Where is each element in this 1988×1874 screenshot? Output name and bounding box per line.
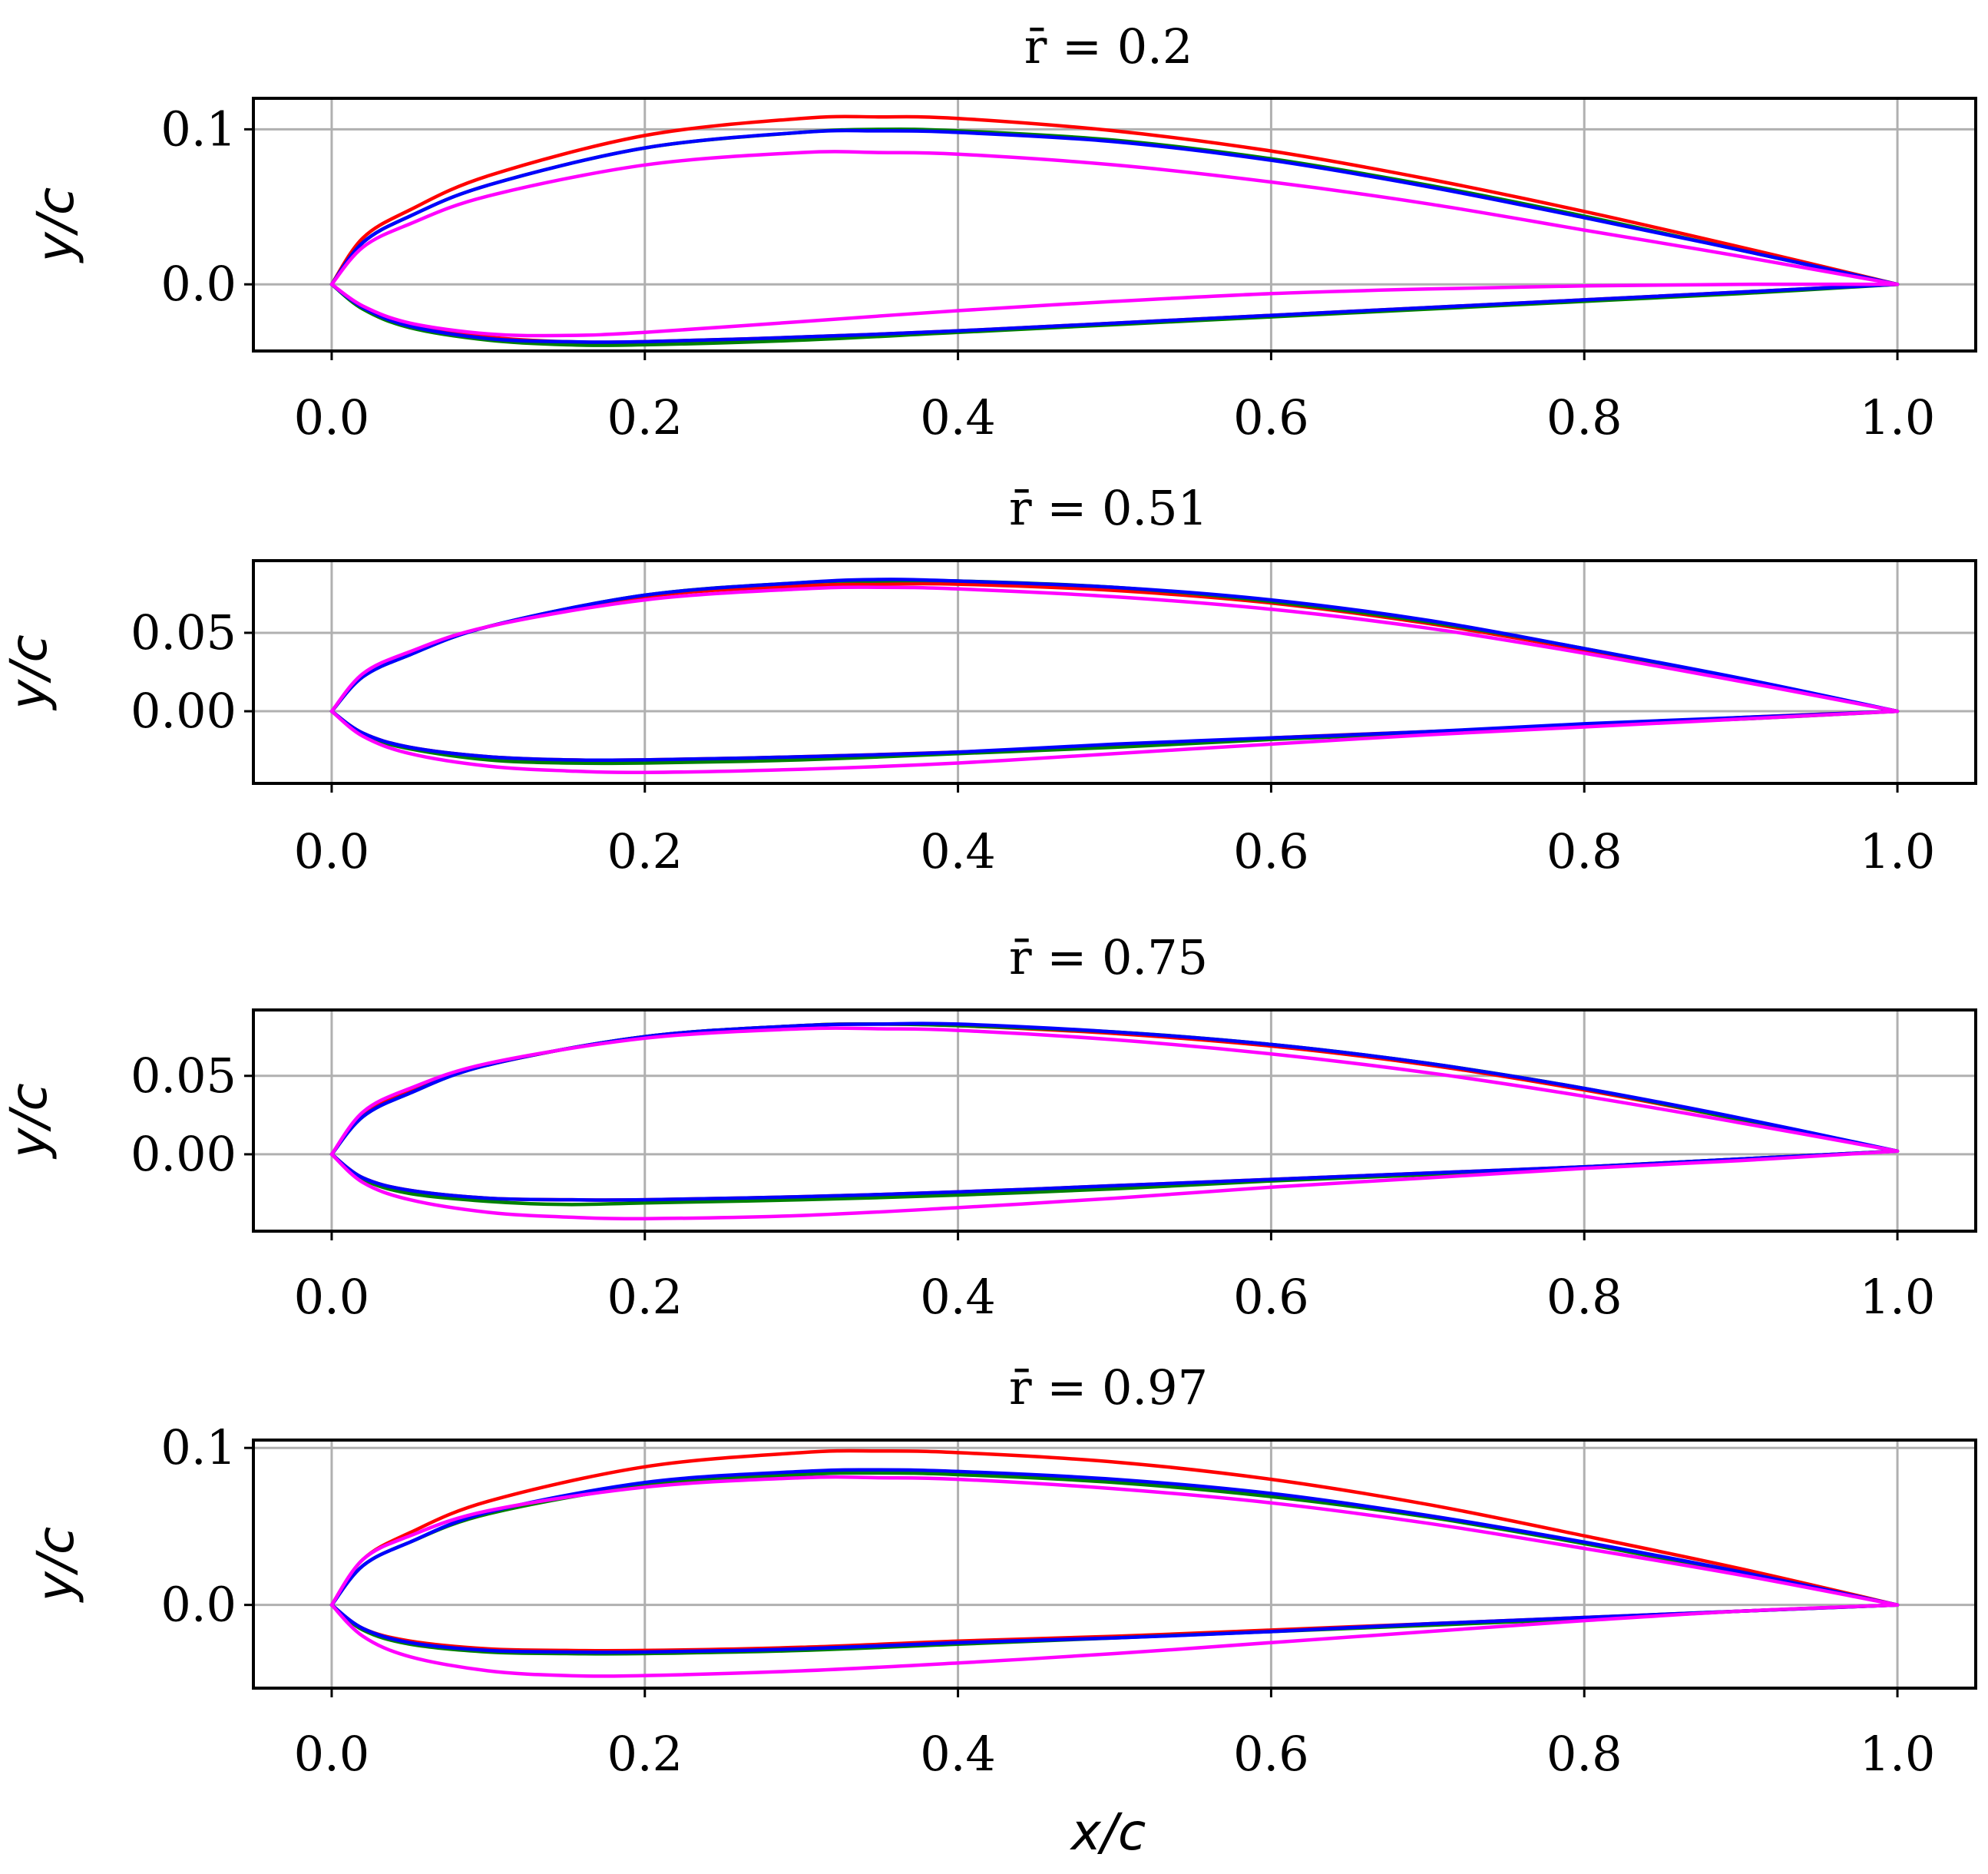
airfoil-upper-surface-line <box>329 1022 1900 1157</box>
airfoil-upper-surface-line <box>329 1449 1900 1607</box>
series-group <box>329 578 1900 775</box>
airfoil-lower-surface-line <box>329 282 1900 338</box>
airfoil-lower-surface-line <box>329 709 1900 775</box>
airfoil-upper-surface-line <box>329 1026 1900 1157</box>
airfoil-upper-surface-line <box>329 585 1900 714</box>
x-tick-label: 0.8 <box>1546 1726 1622 1782</box>
subplot-1: 0.0 0.2 0.4 0.6 0.8 1.0 0.0 0.1 r̄ = 0.2 y/c <box>26 18 1977 445</box>
subplot-title: r̄ = 0.2 <box>1024 18 1193 74</box>
subplot-4: 0.0 0.2 0.4 0.6 0.8 1.0 0.0 0.1 r̄ = 0.97 y/c x/c <box>26 1359 1977 1862</box>
airfoil-upper-surface-line <box>329 581 1900 714</box>
airfoil-lower-surface-line <box>329 1603 1900 1653</box>
y-tick-label: 0.05 <box>131 1048 237 1104</box>
airfoil-upper-surface-line <box>329 1021 1900 1157</box>
airfoil-upper-surface-line <box>329 1471 1900 1607</box>
x-tick-label: 0.6 <box>1233 1269 1309 1325</box>
x-tick-label: 1.0 <box>1860 389 1936 445</box>
y-tick-label: 0.00 <box>131 683 237 739</box>
y-axis-label: y/c <box>0 1083 58 1160</box>
x-tick-label: 0.8 <box>1546 389 1622 445</box>
x-tick-label: 0.2 <box>607 389 683 445</box>
x-tick-label: 1.0 <box>1860 1726 1936 1782</box>
airfoil-lower-surface-line <box>329 282 1900 344</box>
x-tick-label: 0.4 <box>920 1269 996 1325</box>
airfoil-lower-surface-line <box>329 1149 1900 1202</box>
axes-frame <box>252 97 1977 353</box>
x-axis-label: x/c <box>1070 1803 1146 1862</box>
airfoil-upper-surface-line <box>329 1475 1900 1607</box>
y-tick-label: 0.1 <box>160 101 237 157</box>
y-tick-label: 0.00 <box>131 1126 237 1182</box>
x-tick-label: 0.8 <box>1546 823 1622 879</box>
y-axis-label: y/c <box>26 1527 85 1604</box>
x-tick-label: 1.0 <box>1860 1269 1936 1325</box>
airfoil-upper-surface-line <box>329 150 1900 286</box>
series-group <box>329 1021 1900 1221</box>
airfoil-upper-surface-line <box>329 578 1900 714</box>
x-tick-label: 0.4 <box>920 389 996 445</box>
axes-frame <box>252 1439 1977 1690</box>
airfoil-lower-surface-line <box>329 1149 1900 1221</box>
airfoil-upper-surface-line <box>329 1468 1900 1607</box>
series-group <box>329 1449 1900 1678</box>
x-tick-label: 0.8 <box>1546 1269 1622 1325</box>
x-tick-label: 0.0 <box>294 1726 370 1782</box>
series-group <box>329 114 1900 347</box>
airfoil-upper-surface-line <box>329 114 1900 286</box>
airfoil-lower-surface-line <box>329 709 1900 763</box>
y-axis-label: y/c <box>26 187 85 264</box>
x-tick-label: 0.0 <box>294 389 370 445</box>
airfoil-upper-surface-line <box>329 1022 1900 1157</box>
subplot-3: 0.0 0.2 0.4 0.6 0.8 1.0 0.00 0.05 r̄ = 0.75 y/c <box>0 929 1977 1325</box>
x-tick-label: 0.0 <box>294 1269 370 1325</box>
airfoil-lower-surface-line <box>329 282 1900 344</box>
x-tick-label: 0.6 <box>1233 389 1309 445</box>
x-tick-label: 0.2 <box>607 823 683 879</box>
x-tick-label: 0.6 <box>1233 823 1309 879</box>
y-tick-label: 0.1 <box>160 1419 237 1475</box>
airfoil-upper-surface-line <box>329 578 1900 714</box>
x-tick-label: 0.6 <box>1233 1726 1309 1782</box>
airfoil-upper-surface-line <box>329 128 1900 286</box>
airfoil-lower-surface-line <box>329 1603 1900 1654</box>
x-tick-label: 1.0 <box>1860 823 1936 879</box>
x-tick-label: 0.0 <box>294 823 370 879</box>
x-tick-label: 0.2 <box>607 1726 683 1782</box>
axes-frame <box>252 1008 1977 1233</box>
y-tick-label: 0.0 <box>160 256 237 312</box>
airfoil-lower-surface-line <box>329 1603 1900 1678</box>
subplot-2: 0.0 0.2 0.4 0.6 0.8 1.0 0.00 0.05 r̄ = 0.51 y/c <box>0 480 1977 879</box>
y-tick-label: 0.0 <box>160 1577 237 1633</box>
x-tick-label: 0.4 <box>920 1726 996 1782</box>
axes-frame <box>252 559 1977 785</box>
subplot-title: r̄ = 0.75 <box>1009 929 1208 985</box>
subplot-title: r̄ = 0.97 <box>1009 1359 1208 1415</box>
airfoil-lower-surface-line <box>329 1149 1900 1202</box>
y-tick-label: 0.05 <box>131 604 237 661</box>
x-tick-label: 0.4 <box>920 823 996 879</box>
airfoil-lower-surface-line <box>329 1603 1900 1656</box>
x-tick-label: 0.2 <box>607 1269 683 1325</box>
y-axis-label: y/c <box>0 634 58 711</box>
subplot-title: r̄ = 0.51 <box>1009 480 1208 536</box>
